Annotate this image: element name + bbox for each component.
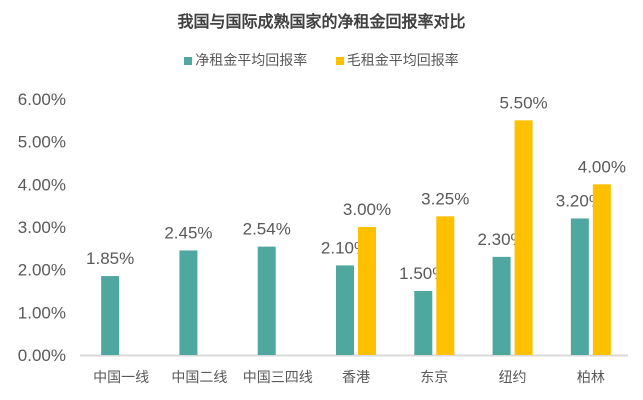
legend-item-gross: 毛租金平均回报率	[335, 50, 459, 70]
x-tick-label: 东京	[420, 369, 448, 385]
data-label: 3.00%	[343, 200, 391, 219]
data-label: 5.50%	[499, 93, 547, 112]
data-label: 4.00%	[578, 157, 626, 176]
bar-gross	[592, 184, 611, 355]
bar-net	[570, 218, 589, 355]
data-label: 2.10%	[321, 238, 369, 257]
x-tick-label: 中国一线	[93, 369, 149, 385]
data-label: 1.50%	[399, 264, 447, 283]
y-tick-label: 6.00%	[18, 90, 66, 109]
x-tick-label: 香港	[342, 369, 370, 385]
legend-label-gross: 毛租金平均回报率	[346, 53, 459, 69]
bar-gross	[436, 216, 455, 355]
bar-net	[101, 276, 120, 355]
data-label: 2.54%	[243, 220, 291, 239]
legend-item-net: 净租金平均回报率	[184, 50, 307, 70]
legend-swatch-net	[184, 57, 193, 65]
x-tick-label: 纽约	[499, 369, 527, 385]
x-tick-label: 中国二线	[171, 369, 227, 385]
data-label: 2.45%	[164, 223, 212, 242]
bar-net	[492, 256, 511, 355]
data-label: 3.20%	[556, 191, 604, 210]
data-label: 2.30%	[477, 230, 525, 249]
bar-net	[257, 246, 276, 355]
y-tick-label: 3.00%	[18, 218, 66, 237]
x-tick-label: 柏林	[577, 369, 605, 385]
data-label: 1.85%	[86, 249, 134, 268]
bar-gross	[358, 227, 376, 355]
y-tick-label: 4.00%	[18, 175, 66, 194]
bar-net	[179, 250, 198, 355]
chart-title: 我国与国际成熟国家的净租金回报率对比	[177, 12, 466, 31]
bar-gross	[514, 120, 533, 355]
data-label: 3.25%	[421, 189, 469, 208]
y-tick-label: 1.00%	[18, 303, 66, 322]
y-tick-label: 0.00%	[18, 346, 66, 365]
bar-net	[336, 265, 354, 355]
y-tick-label: 2.00%	[18, 261, 66, 280]
bar-net	[414, 291, 433, 355]
x-tick-label: 中国三四线	[243, 369, 313, 385]
y-tick-label: 5.00%	[18, 133, 66, 152]
legend: 净租金平均回报率 毛租金平均回报率	[0, 50, 643, 70]
legend-swatch-gross	[335, 57, 344, 65]
legend-label-net: 净租金平均回报率	[195, 53, 308, 69]
